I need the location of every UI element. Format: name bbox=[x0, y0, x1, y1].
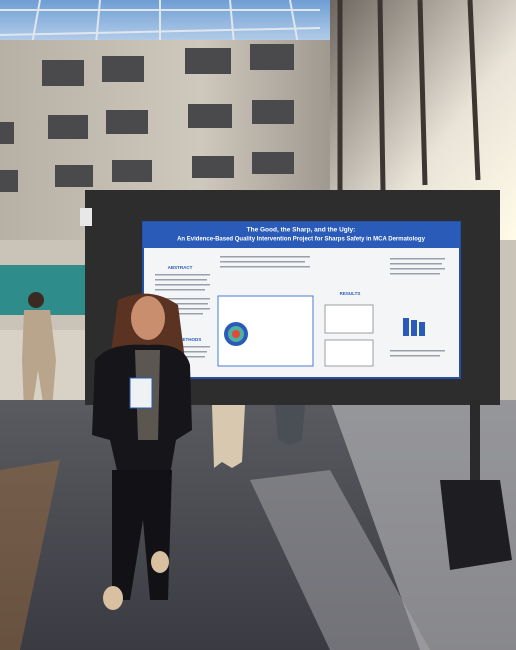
board-sign bbox=[80, 208, 92, 226]
bystanders bbox=[212, 405, 305, 468]
poster-chart bbox=[324, 339, 374, 367]
poster-section: METHODS bbox=[179, 337, 202, 342]
poster-bars bbox=[403, 318, 425, 336]
floor-reflection bbox=[0, 460, 60, 650]
booth-drape bbox=[0, 265, 90, 315]
poster-table bbox=[324, 304, 374, 334]
glass-mullions bbox=[337, 0, 481, 200]
building-windows bbox=[0, 44, 294, 192]
sun-streak bbox=[250, 470, 430, 650]
woman bbox=[92, 293, 192, 610]
poster-subtitle: An Evidence-Based Quality Intervention P… bbox=[177, 237, 425, 243]
bag bbox=[440, 480, 512, 570]
poster-section: RESULTS bbox=[340, 291, 361, 296]
poster-header bbox=[143, 222, 460, 248]
sun-patch bbox=[330, 400, 516, 650]
badge bbox=[129, 377, 153, 409]
poster-section: ABSTRACT bbox=[168, 265, 193, 270]
background-person bbox=[22, 292, 56, 410]
poster-title: The Good, the Sharp, and the Ugly: bbox=[247, 227, 356, 234]
poster-target-graphic bbox=[224, 322, 248, 346]
board-leg bbox=[470, 400, 480, 480]
